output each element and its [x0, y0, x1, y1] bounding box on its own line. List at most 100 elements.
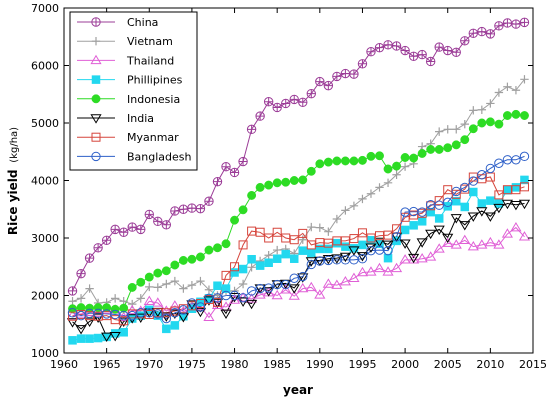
data-point-china — [315, 76, 325, 87]
data-point-india — [493, 203, 505, 214]
data-point-india — [322, 255, 334, 265]
data-point-vietnam — [400, 162, 410, 171]
data-point-bangladesh — [511, 155, 521, 165]
data-point-vietnam — [486, 99, 495, 108]
data-point-china — [323, 80, 334, 91]
data-point-vietnam — [520, 75, 529, 84]
data-point-china — [485, 29, 496, 39]
data-point-vietnam — [247, 263, 256, 272]
data-point-thailand — [484, 236, 496, 247]
x-tick-label: 2010 — [476, 358, 504, 371]
data-point-bangladesh — [434, 200, 444, 210]
data-point-indonesia — [153, 268, 163, 278]
data-point-indonesia — [247, 191, 257, 200]
data-point-bangladesh — [519, 151, 530, 162]
data-point-vietnam — [153, 283, 162, 292]
data-point-china — [204, 196, 214, 206]
data-point-bangladesh — [178, 305, 189, 315]
data-point-bangladesh — [417, 207, 427, 217]
data-point-bangladesh — [195, 302, 206, 312]
data-point-indonesia — [281, 177, 291, 187]
y-tick-label: 7000 — [31, 2, 59, 15]
data-point-indonesia — [332, 156, 342, 166]
data-point-vietnam — [110, 294, 120, 303]
legend-item-myanmar: Myanmar — [77, 131, 179, 144]
data-point-thailand — [416, 253, 428, 263]
data-point-phillipines — [366, 236, 376, 245]
data-point-india — [399, 239, 411, 249]
data-point-india — [339, 252, 351, 263]
data-point-thailand — [339, 276, 351, 286]
data-point-india — [169, 309, 181, 320]
data-point-india — [297, 273, 309, 283]
data-point-bangladesh — [468, 176, 479, 186]
data-point-china — [153, 216, 163, 227]
series-points-bangladesh — [67, 151, 530, 324]
x-tick-label: 2000 — [391, 358, 419, 371]
data-point-vietnam — [460, 119, 469, 129]
x-axis: 1960 1965 1970 1975 1980 1985 1990 1995 2000 2005… — [50, 8, 547, 371]
data-point-indonesia — [520, 111, 529, 120]
data-point-phillipines — [272, 254, 282, 263]
x-tick-label: 1960 — [50, 358, 78, 371]
data-point-india — [382, 240, 394, 251]
data-point-china — [144, 209, 154, 220]
data-point-india — [365, 243, 377, 253]
data-point-thailand — [246, 293, 258, 303]
data-point-vietnam — [366, 189, 376, 198]
data-point-india — [126, 314, 138, 324]
data-point-thailand — [501, 228, 513, 238]
data-point-myanmar — [264, 233, 274, 243]
data-point-china — [67, 286, 78, 296]
data-point-bangladesh — [281, 279, 291, 290]
x-tick-label: 1985 — [263, 358, 291, 371]
data-point-bangladesh — [238, 293, 248, 303]
data-point-china — [349, 69, 359, 79]
y-tick-label: 4000 — [31, 175, 59, 188]
data-point-india — [373, 237, 386, 248]
data-point-phillipines — [255, 261, 265, 270]
legend-marker-bangladesh — [91, 151, 101, 162]
legend-label: Indonesia — [127, 93, 180, 106]
data-point-india — [237, 297, 249, 307]
data-point-china — [340, 68, 351, 79]
data-point-phillipines — [409, 221, 418, 230]
data-point-vietnam — [264, 251, 273, 260]
data-point-vietnam — [272, 245, 282, 255]
data-point-indonesia — [409, 153, 419, 163]
data-point-china — [417, 49, 427, 60]
data-point-phillipines — [68, 336, 77, 345]
data-point-india — [510, 200, 522, 211]
data-point-vietnam — [383, 178, 393, 187]
data-point-vietnam — [68, 297, 77, 306]
data-point-china — [383, 40, 393, 50]
data-point-india — [433, 225, 445, 236]
data-point-indonesia — [195, 252, 205, 262]
data-point-indonesia — [298, 175, 308, 185]
data-point-myanmar — [502, 185, 512, 195]
data-point-bangladesh — [443, 197, 453, 208]
legend-marker-china — [91, 17, 101, 27]
data-point-phillipines — [494, 199, 504, 208]
series-markers — [66, 17, 531, 345]
legend-label: Thailand — [126, 54, 174, 67]
legend-label: China — [127, 16, 158, 29]
data-point-china — [306, 88, 316, 99]
data-point-bangladesh — [451, 186, 461, 197]
data-point-vietnam — [315, 223, 325, 232]
data-point-thailand — [305, 281, 317, 292]
data-point-phillipines — [238, 264, 248, 274]
x-axis-label: year — [283, 383, 313, 397]
data-point-indonesia — [136, 277, 146, 287]
data-point-vietnam — [341, 206, 350, 215]
data-point-myanmar — [357, 228, 367, 238]
data-point-india — [484, 212, 496, 222]
y-tick-label: 2000 — [31, 290, 59, 303]
data-point-indonesia — [85, 303, 95, 313]
data-point-phillipines — [289, 254, 299, 263]
data-point-vietnam — [136, 294, 145, 303]
data-point-indonesia — [110, 304, 120, 314]
legend-item-indonesia: Indonesia — [77, 93, 180, 106]
data-point-india — [450, 214, 462, 224]
